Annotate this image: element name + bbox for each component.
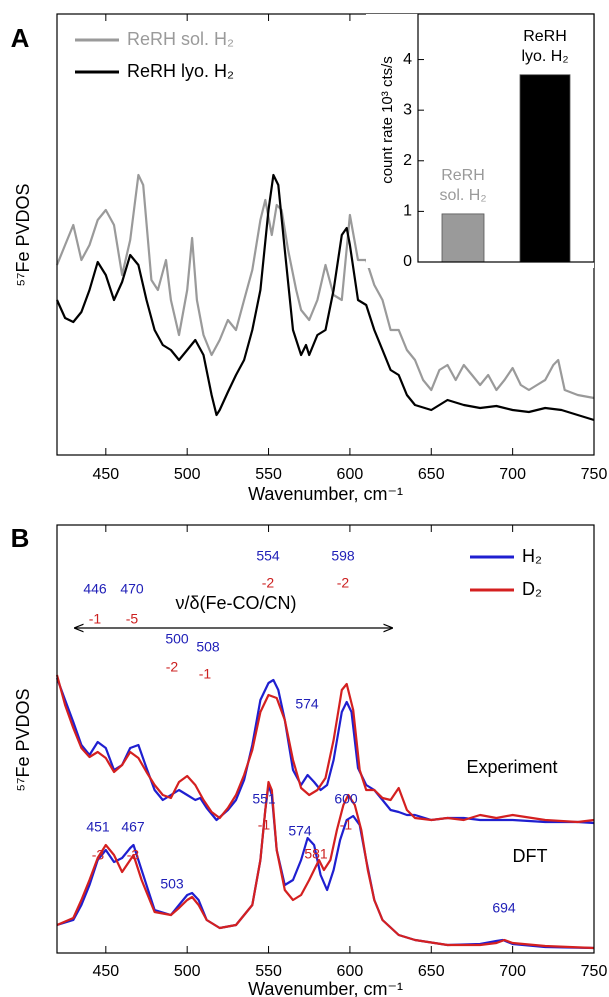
peak-annotation: 554: [256, 548, 280, 564]
plot-frame: [56, 524, 595, 954]
x-tick-label: 500: [174, 963, 201, 980]
peak-annotation: -3: [127, 847, 140, 863]
y-axis-title: count rate 10³ cts/s: [379, 56, 396, 184]
data-line: [55, 674, 595, 824]
bar-label: ReRH: [441, 167, 485, 184]
y-tick-label: 0: [403, 253, 412, 270]
peak-annotation: 508: [196, 639, 220, 655]
peak-annotation: 446: [83, 581, 107, 597]
legend-label: ReRH lyo. H₂: [127, 61, 234, 81]
arrow-label: ν/δ(Fe-CO/CN): [175, 593, 296, 613]
y-axis-title: ⁵⁷Fe PVDOS: [13, 689, 33, 792]
peak-annotation: -5: [126, 611, 139, 627]
bar: [519, 74, 571, 263]
legend-label: D₂: [522, 579, 542, 599]
x-tick-label: 500: [174, 466, 201, 483]
x-axis-title: Wavenumber, cm⁻¹: [248, 484, 403, 504]
peak-annotation: 600: [334, 791, 358, 807]
peak-annotation: -1: [199, 666, 212, 682]
legend-label: ReRH sol. H₂: [127, 29, 234, 49]
peak-annotation: 581: [304, 846, 328, 862]
x-tick-label: 550: [255, 466, 282, 483]
peak-annotation: 451: [86, 819, 110, 835]
y-axis-title: ⁵⁷Fe PVDOS: [13, 184, 33, 287]
peak-annotation: -2: [262, 575, 275, 591]
panel-label: B: [11, 523, 30, 553]
x-tick-label: 450: [92, 466, 119, 483]
peak-annotation: -1: [258, 817, 271, 833]
data-line: [55, 173, 595, 422]
peak-annotation: 470: [120, 581, 144, 597]
data-line: [55, 677, 595, 825]
peak-annotation: 551: [252, 791, 276, 807]
curve-label: DFT: [513, 846, 548, 866]
peak-annotation: 694: [492, 900, 516, 916]
x-tick-label: 750: [581, 466, 608, 483]
x-tick-label: 550: [255, 963, 282, 980]
peak-annotation: -2: [166, 659, 179, 675]
x-tick-label: 700: [499, 963, 526, 980]
y-tick-label: 1: [403, 203, 412, 220]
bar-label: ReRH: [523, 28, 567, 45]
x-tick-label: 650: [418, 963, 445, 980]
y-tick-label: 3: [403, 101, 412, 118]
x-tick-label: 700: [499, 466, 526, 483]
x-tick-label: 600: [337, 963, 364, 980]
peak-annotation: 503: [160, 876, 184, 892]
peak-annotation: 574: [288, 823, 312, 839]
panel-label: A: [11, 23, 30, 53]
x-tick-label: 650: [418, 466, 445, 483]
data-line: [56, 780, 595, 950]
peak-annotation: 500: [165, 631, 189, 647]
curve-label: Experiment: [466, 757, 557, 777]
bar: [441, 213, 485, 263]
legend-label: H₂: [522, 546, 542, 566]
peak-annotation: -1: [340, 817, 353, 833]
peak-annotation: -1: [89, 611, 102, 627]
y-tick-label: 4: [403, 51, 412, 68]
peak-annotation: 574: [295, 696, 319, 712]
y-tick-label: 2: [403, 152, 412, 169]
x-tick-label: 450: [92, 963, 119, 980]
bar-label: sol. H₂: [439, 187, 486, 204]
x-tick-label: 600: [337, 466, 364, 483]
data-line: [55, 173, 595, 400]
bar-label: lyo. H₂: [521, 48, 568, 65]
x-tick-label: 750: [581, 963, 608, 980]
inset-frame: [417, 13, 595, 263]
peak-annotation: 598: [331, 548, 355, 564]
peak-annotation: -2: [337, 575, 350, 591]
peak-annotation: 467: [121, 819, 145, 835]
x-axis-title: Wavenumber, cm⁻¹: [248, 979, 403, 997]
peak-annotation: -3: [92, 847, 105, 863]
